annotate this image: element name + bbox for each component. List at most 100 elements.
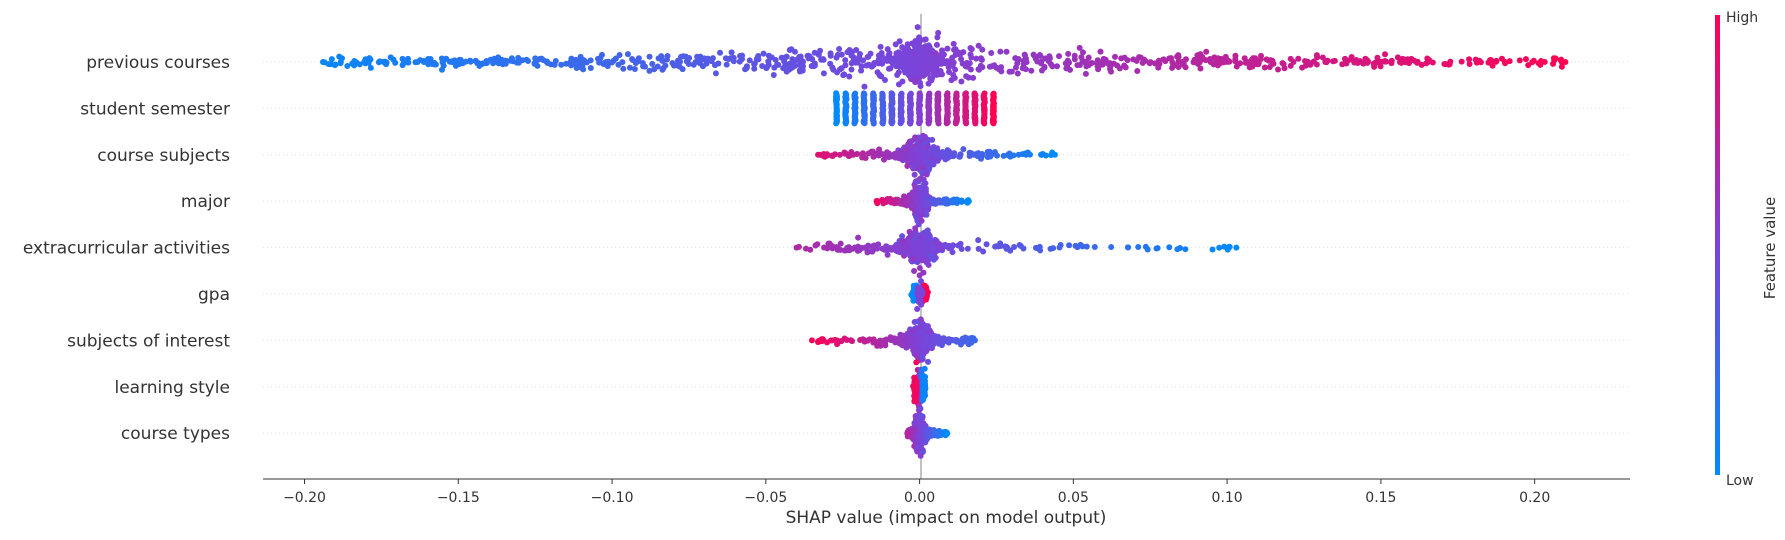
data-point <box>917 452 924 459</box>
data-point <box>1414 59 1421 66</box>
data-point <box>568 55 575 62</box>
data-point <box>861 120 868 127</box>
data-point <box>1250 55 1257 62</box>
data-point <box>914 198 921 205</box>
data-point <box>1295 55 1302 62</box>
data-point <box>1313 52 1320 59</box>
data-point <box>1493 57 1500 64</box>
data-point <box>908 157 915 164</box>
data-point <box>1502 60 1509 67</box>
data-point <box>920 230 927 237</box>
data-point <box>1203 48 1210 55</box>
data-point <box>1477 59 1484 66</box>
data-point <box>1114 62 1121 69</box>
data-point <box>923 335 930 342</box>
data-point <box>809 56 816 63</box>
data-point <box>337 60 344 67</box>
data-point <box>904 430 911 437</box>
data-point <box>1562 59 1569 65</box>
data-point <box>949 198 956 205</box>
data-point <box>1122 64 1129 71</box>
data-point <box>1537 61 1544 68</box>
data-point <box>1424 59 1431 66</box>
data-point <box>887 65 894 72</box>
data-point <box>922 36 929 43</box>
x-tick-label: −0.10 <box>591 490 634 506</box>
data-point <box>952 51 959 58</box>
data-point <box>909 137 916 144</box>
data-point <box>765 58 772 65</box>
data-point <box>897 120 904 127</box>
data-point <box>487 56 494 63</box>
data-point <box>917 316 924 323</box>
data-point <box>1007 247 1014 254</box>
data-point <box>973 55 980 62</box>
data-point <box>946 69 953 76</box>
data-point <box>788 46 795 53</box>
data-point <box>1024 149 1031 156</box>
data-point <box>893 61 900 68</box>
data-point <box>1516 57 1523 64</box>
data-point <box>882 77 889 84</box>
x-tick-label: 0.20 <box>1519 490 1550 506</box>
data-point <box>880 156 887 163</box>
data-point <box>1233 244 1240 251</box>
data-point <box>1196 59 1203 66</box>
data-point <box>1082 70 1089 77</box>
feature-label: course types <box>121 424 230 444</box>
data-point <box>800 58 807 65</box>
data-point <box>935 120 942 127</box>
data-point <box>1541 58 1548 65</box>
data-point <box>958 78 965 85</box>
data-point <box>967 51 974 58</box>
data-point <box>896 243 903 250</box>
data-point <box>820 70 827 77</box>
feature-label: major <box>181 192 230 212</box>
data-point <box>1558 63 1565 70</box>
data-point <box>1108 244 1115 251</box>
data-point <box>845 244 852 251</box>
data-point <box>728 49 735 56</box>
data-point <box>1244 59 1251 66</box>
data-point <box>858 63 865 70</box>
data-point <box>1050 245 1057 252</box>
data-point <box>827 50 834 57</box>
data-point <box>1038 67 1045 74</box>
data-point <box>1071 56 1078 63</box>
data-point <box>1019 151 1026 158</box>
data-point <box>911 381 918 388</box>
data-point <box>934 147 941 154</box>
data-point <box>916 432 923 439</box>
data-point <box>821 153 828 160</box>
data-point <box>907 55 914 62</box>
data-point <box>862 244 869 251</box>
data-point <box>897 336 904 343</box>
data-point <box>916 241 923 248</box>
data-point <box>915 221 922 228</box>
data-point <box>608 59 615 66</box>
data-point <box>916 54 923 61</box>
data-point <box>953 337 960 344</box>
data-point <box>884 251 891 258</box>
data-point <box>917 405 924 412</box>
data-point <box>399 62 406 69</box>
data-point <box>597 59 604 66</box>
data-point <box>905 152 912 159</box>
data-point <box>944 45 951 52</box>
data-point <box>916 208 923 215</box>
data-point <box>857 336 864 343</box>
data-point <box>678 53 685 60</box>
data-point <box>538 55 545 62</box>
data-point <box>837 240 844 247</box>
data-point <box>1372 59 1379 66</box>
data-point <box>933 197 940 204</box>
data-point <box>1377 63 1384 70</box>
data-point <box>934 429 941 436</box>
data-point <box>848 60 855 67</box>
data-point <box>1275 66 1282 73</box>
data-point <box>443 55 450 62</box>
data-point <box>405 55 412 62</box>
data-point <box>1079 49 1086 56</box>
data-point <box>920 269 927 276</box>
data-point <box>328 61 334 68</box>
